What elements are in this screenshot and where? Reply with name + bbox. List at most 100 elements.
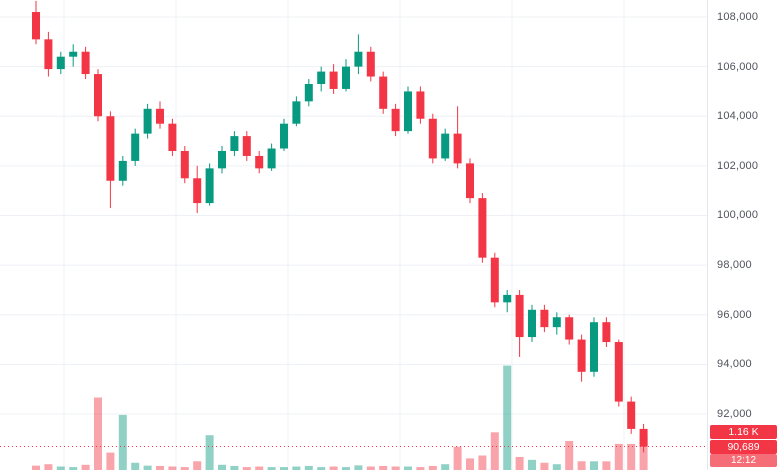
candle-body — [640, 429, 648, 447]
candle-body — [367, 52, 375, 77]
price-axis-tick: 96,000 — [717, 309, 752, 321]
candle-body — [454, 134, 462, 164]
volume-bar — [466, 458, 474, 470]
volume-bar — [379, 466, 387, 470]
volume-badge: 1.16 K — [710, 425, 777, 439]
volume-bar — [454, 447, 462, 470]
candle-body — [230, 136, 238, 151]
candle-body — [32, 12, 40, 39]
candle-body — [553, 317, 561, 327]
volume-bar — [218, 465, 226, 470]
volume-bar — [305, 466, 313, 470]
candle-body — [57, 57, 65, 69]
candle-body — [131, 134, 139, 161]
volume-bar — [106, 453, 114, 470]
candle-body — [478, 198, 486, 258]
volume-bar — [478, 456, 486, 470]
candle-body — [602, 322, 610, 342]
candle-body — [565, 317, 573, 339]
candle-body — [119, 161, 127, 181]
candle-body — [578, 340, 586, 372]
volume-bar — [44, 464, 52, 470]
candle-body — [168, 124, 176, 151]
volume-bar — [230, 466, 238, 470]
price-axis-tick: 92,000 — [717, 408, 752, 420]
candle-body — [268, 149, 276, 169]
price-axis-tick: 104,000 — [717, 110, 758, 122]
volume-bar — [590, 461, 598, 470]
candle-body — [354, 52, 362, 67]
volume-bar — [602, 461, 610, 470]
volume-bar — [528, 460, 536, 470]
volume-bar — [82, 465, 90, 470]
price-axis-tick: 102,000 — [717, 160, 758, 172]
candle-body — [528, 310, 536, 337]
volume-bar — [156, 466, 164, 470]
volume-bar — [441, 464, 449, 470]
candle-body — [540, 310, 548, 327]
candle-body — [94, 74, 102, 116]
volume-bar — [168, 467, 176, 470]
volume-bar — [540, 463, 548, 470]
volume-bar — [193, 461, 201, 470]
volume-bar — [491, 432, 499, 470]
candle-body — [305, 84, 313, 101]
candle-body — [206, 168, 214, 203]
candle-body — [243, 136, 251, 156]
volume-bar — [503, 366, 511, 470]
volume-bar — [330, 467, 338, 470]
candle-body — [516, 295, 524, 337]
candle-body — [429, 119, 437, 159]
candle-body — [590, 322, 598, 372]
volume-bar — [516, 457, 524, 470]
candlestick-chart[interactable] — [0, 0, 707, 470]
chart-window: 1.16 K 90,689 12:12 108,000 106,000 104,00… — [0, 0, 780, 470]
candle-body — [342, 67, 350, 89]
volume-bar — [429, 466, 437, 470]
volume-bar — [292, 467, 300, 470]
candle-body — [106, 116, 114, 181]
candle-body — [416, 91, 424, 118]
volume-bar — [615, 444, 623, 470]
candle-body — [627, 402, 635, 429]
candle-body — [255, 156, 263, 168]
volume-bar — [32, 466, 40, 470]
candle-body — [615, 342, 623, 402]
candle-body — [44, 39, 52, 69]
volume-bar — [578, 461, 586, 470]
candle-body — [491, 258, 499, 303]
price-axis-tick: 108,000 — [717, 11, 758, 23]
candle-body — [441, 134, 449, 159]
countdown-badge: 12:12 — [710, 454, 777, 467]
price-axis[interactable]: 1.16 K 90,689 12:12 108,000 106,000 104,00… — [707, 0, 780, 470]
price-axis-tick: 106,000 — [717, 61, 758, 73]
volume-bar — [131, 463, 139, 470]
volume-bar — [94, 398, 102, 470]
candle-body — [317, 72, 325, 84]
volume-bar — [404, 467, 412, 470]
volume-bar — [565, 441, 573, 470]
volume-bar — [144, 466, 152, 470]
candle-body — [82, 52, 90, 74]
volume-bar — [392, 467, 400, 470]
candle-body — [392, 109, 400, 131]
candle-body — [379, 77, 387, 109]
volume-bar — [553, 464, 561, 470]
volume-bar — [255, 467, 263, 470]
price-axis-tick: 98,000 — [717, 259, 752, 271]
candle-body — [280, 124, 288, 149]
candle-body — [193, 178, 201, 203]
candle-body — [218, 151, 226, 168]
volume-bar — [119, 415, 127, 470]
candle-body — [144, 109, 152, 134]
last-price-badge: 90,689 — [710, 440, 777, 454]
price-axis-tick: 94,000 — [717, 358, 752, 370]
volume-bar — [354, 465, 362, 470]
candle-body — [466, 163, 474, 198]
volume-bar — [367, 467, 375, 470]
volume-bar — [627, 444, 635, 470]
candle-body — [330, 72, 338, 89]
volume-bar — [206, 435, 214, 470]
price-axis-tick: 100,000 — [717, 209, 758, 221]
candle-body — [156, 109, 164, 124]
